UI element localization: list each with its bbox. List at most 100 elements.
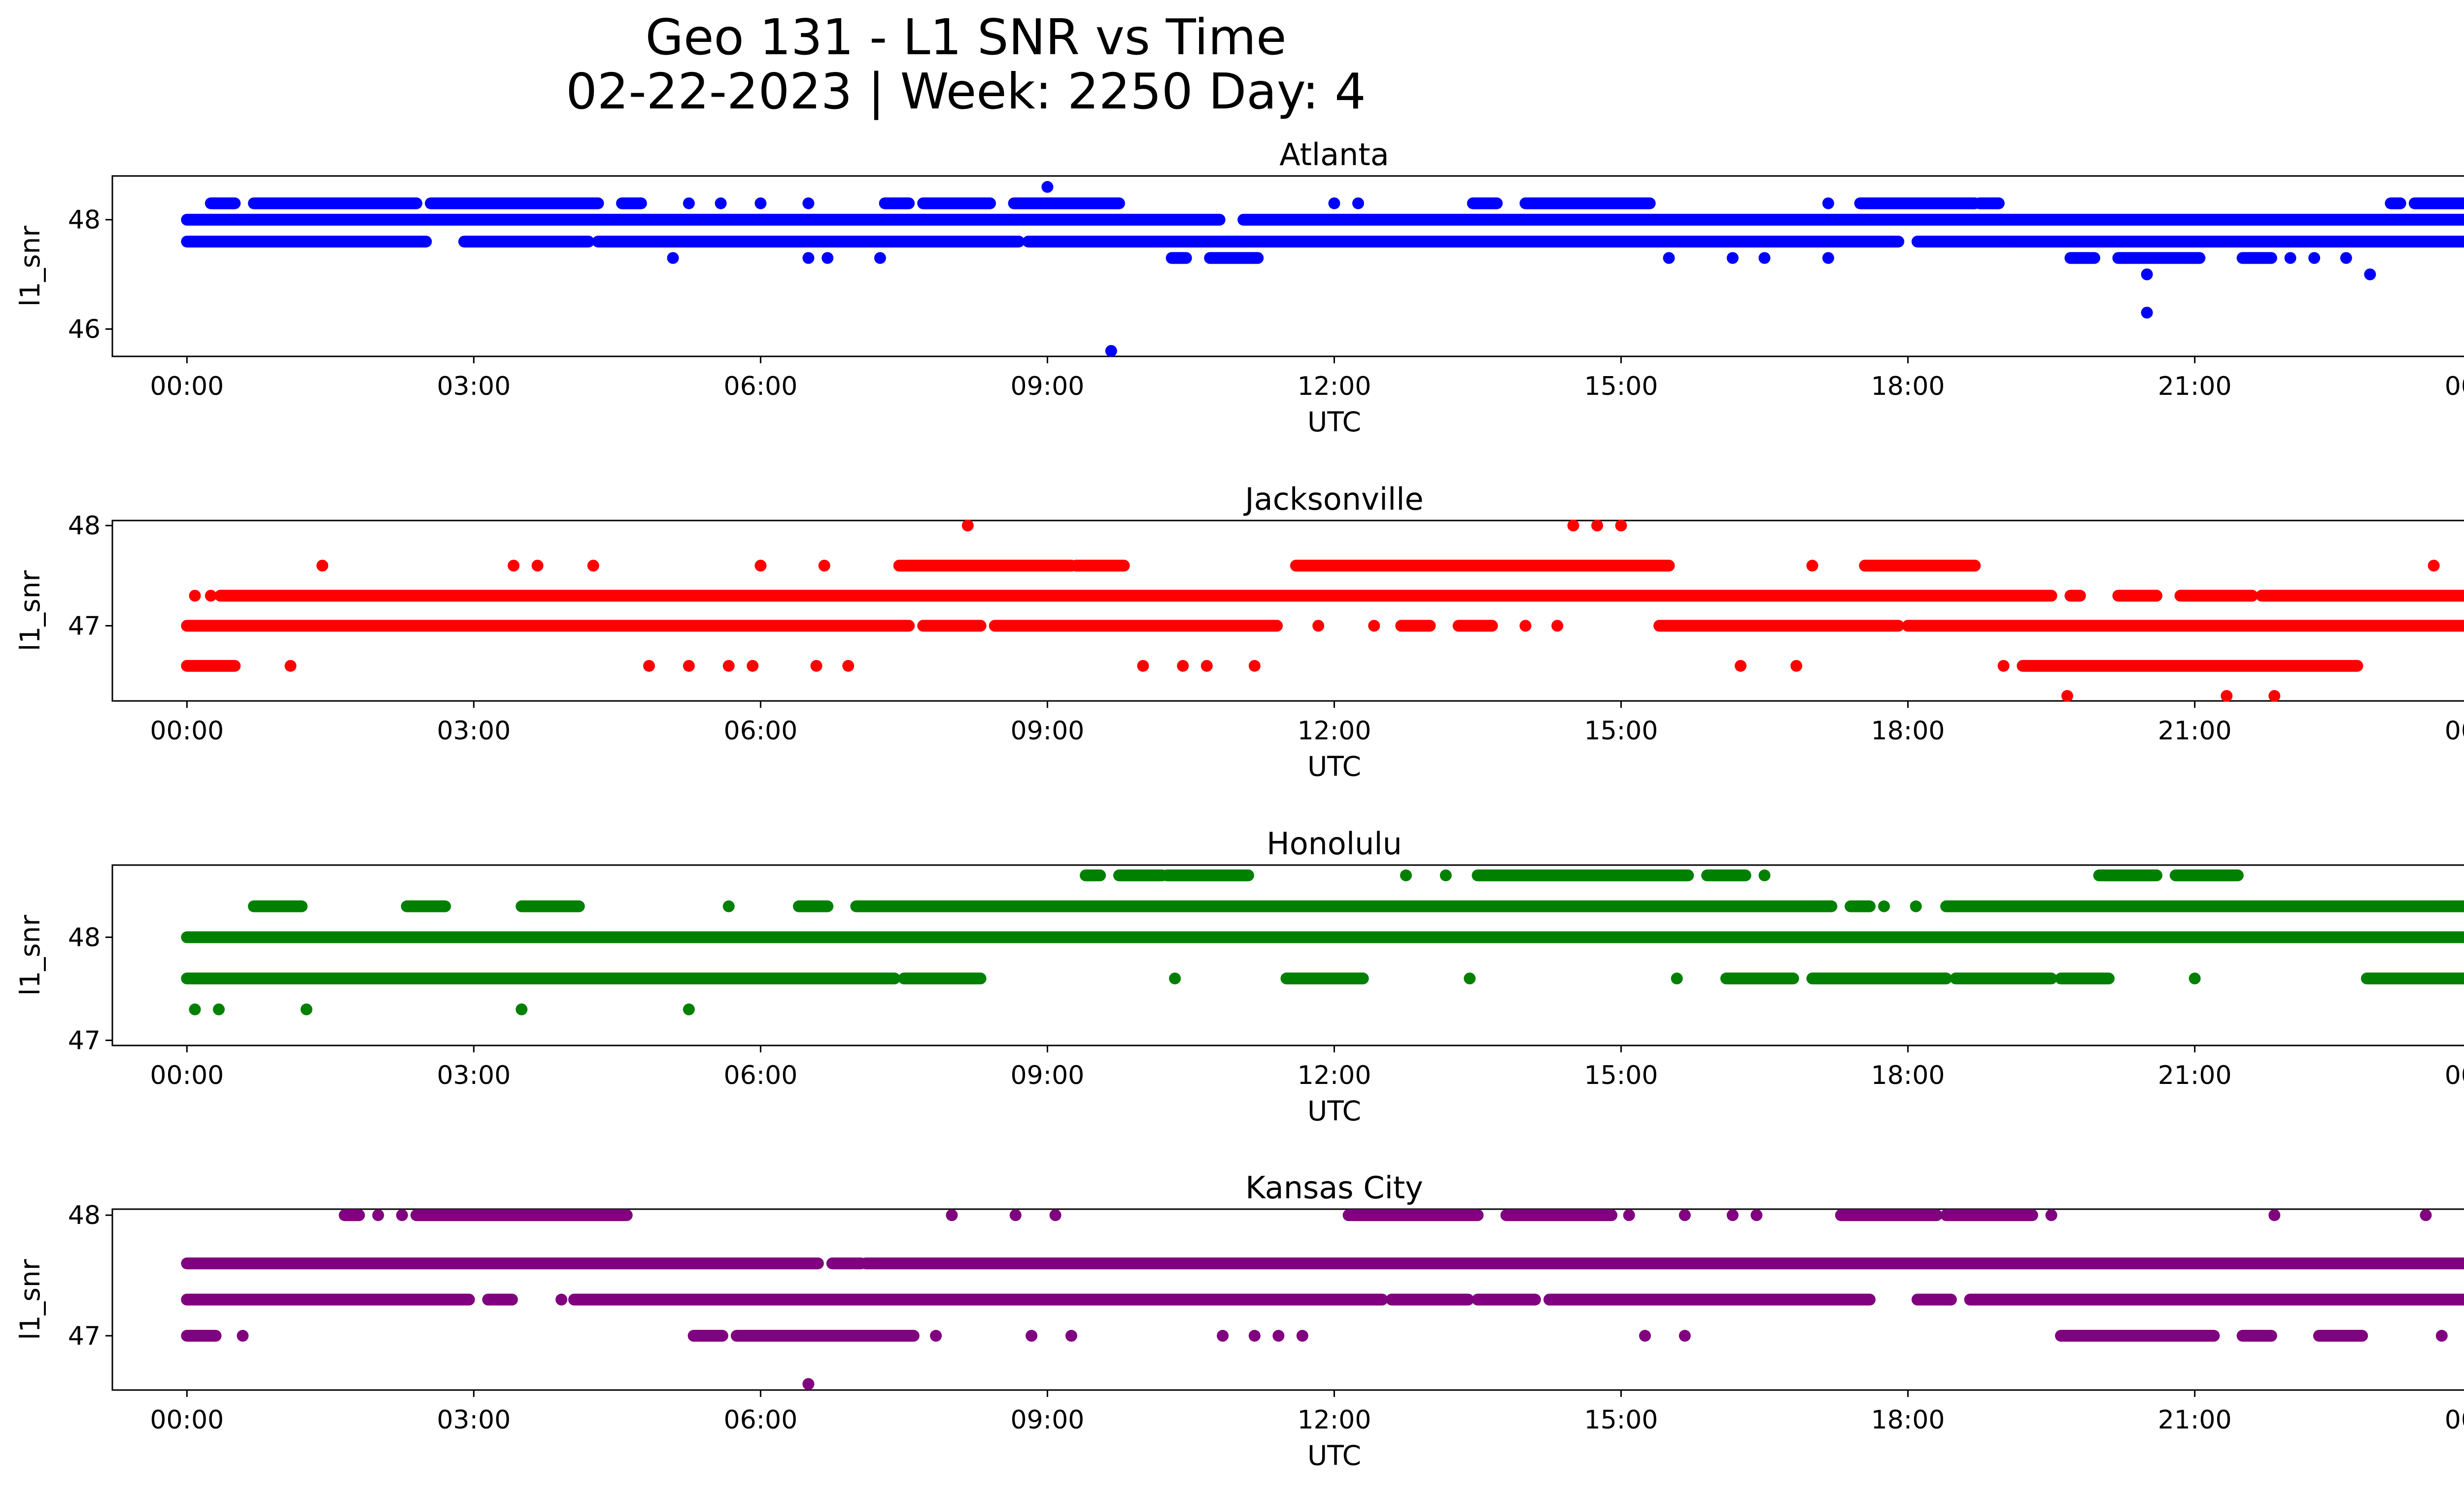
panel-jacksonville: Jacksonville 00:00 03:00 06:00 09:00 12:00 15:…: [14, 481, 2464, 782]
x-tick-label: 03:00: [437, 372, 511, 401]
data-point: [1735, 660, 1747, 672]
data-point: [1726, 252, 1739, 264]
data-point: [1806, 559, 1818, 572]
data-point: [1352, 197, 1365, 209]
x-tick-label: 12:00: [1298, 1405, 1371, 1435]
data-point: [1049, 1209, 1061, 1221]
data-point: [643, 660, 655, 672]
data-point: [1551, 620, 1564, 632]
data-point: [874, 252, 886, 264]
data-point: [1678, 1329, 1691, 1342]
y-axis-label: l1_snr: [14, 226, 46, 307]
data-point: [667, 252, 679, 264]
x-tick-label: 12:00: [1298, 372, 1371, 401]
data-point: [1065, 1329, 1077, 1342]
data-point: [2045, 1209, 2057, 1221]
data-point: [1822, 252, 1834, 264]
data-point: [1910, 900, 1922, 912]
data-point: [1567, 520, 1579, 532]
data-point: [1758, 252, 1771, 264]
data-point: [1368, 620, 1380, 632]
data-point: [1400, 869, 1412, 881]
data-point: [2061, 690, 2073, 702]
panel-kansas-city: Kansas City 00:00 03:00 06:00 09:00 12:00 15:0…: [14, 1170, 2464, 1471]
data-point: [1439, 869, 1452, 881]
data-point: [1678, 1209, 1691, 1221]
data-point: [205, 590, 217, 602]
data-point: [2268, 690, 2281, 702]
x-tick-label: 06:00: [723, 716, 797, 746]
data-point: [683, 197, 695, 209]
x-tick-label: 03:00: [437, 1061, 511, 1090]
x-tick-label: 00:00: [150, 716, 224, 746]
data-point: [1790, 660, 1803, 672]
data-point: [1615, 520, 1627, 532]
x-axis-label: UTC: [1307, 1095, 1361, 1127]
data-point: [961, 520, 974, 532]
data-point: [1671, 973, 1683, 985]
figure-title-line-2: 02-22-2023 | Week: 2250 Day: 4: [566, 63, 1366, 120]
x-tick-label: 00:00: [2445, 1061, 2464, 1090]
data-point: [508, 559, 520, 572]
data-point: [1519, 620, 1532, 632]
data-point: [316, 559, 329, 572]
data-point: [1009, 1209, 1022, 1221]
panel-honolulu: Honolulu 00:00 03:00 06:00 09:00 12:00 15:00 18…: [14, 826, 2464, 1127]
x-tick-label: 18:00: [1871, 716, 1945, 746]
data-point: [2340, 252, 2352, 264]
x-tick-label: 00:00: [2445, 372, 2464, 401]
y-tick-label: 48: [68, 1201, 101, 1230]
data-point: [1026, 1329, 1038, 1342]
data-point: [1272, 1329, 1285, 1342]
data-point: [1248, 660, 1261, 672]
x-tick-label: 15:00: [1584, 716, 1658, 746]
y-tick-label: 48: [68, 923, 101, 952]
x-tick-label: 21:00: [2158, 1061, 2232, 1090]
data-point: [715, 197, 727, 209]
x-tick-label: 12:00: [1298, 1061, 1371, 1090]
y-tick-label: 46: [68, 315, 101, 345]
x-tick-label: 00:00: [150, 1061, 224, 1090]
x-tick-label: 21:00: [2158, 716, 2232, 746]
panel-atlanta: Atlanta 00:00 03:00 06:00 09:00 12:00 15:00 18:…: [14, 137, 2464, 438]
data-point: [515, 1003, 528, 1015]
data-point: [1105, 345, 1117, 357]
x-tick-label: 15:00: [1584, 1061, 1658, 1090]
data-point: [189, 1003, 201, 1015]
panel-title: Jacksonville: [1243, 481, 1423, 517]
data-point: [2420, 1209, 2432, 1221]
x-tick-label: 06:00: [723, 1405, 797, 1435]
data-point: [189, 590, 201, 602]
data-point: [1663, 252, 1675, 264]
data-point: [802, 252, 815, 264]
x-tick-label: 00:00: [2445, 1405, 2464, 1435]
data-point: [821, 252, 834, 264]
data-point: [1217, 1329, 1229, 1342]
data-point: [754, 559, 767, 572]
x-axis-label: UTC: [1307, 1440, 1361, 1471]
data-point: [1328, 197, 1340, 209]
x-tick-label: 00:00: [2445, 716, 2464, 746]
data-point: [802, 197, 815, 209]
data-point: [1623, 1209, 1635, 1221]
data-point: [1169, 973, 1181, 985]
x-tick-label: 18:00: [1871, 1405, 1945, 1435]
x-tick-label: 03:00: [437, 716, 511, 746]
x-tick-label: 21:00: [2158, 1405, 2232, 1435]
data-point: [2284, 252, 2296, 264]
y-tick-label: 48: [68, 206, 101, 235]
x-axis-label: UTC: [1307, 406, 1361, 438]
y-tick-label: 47: [68, 612, 101, 641]
panel-title: Honolulu: [1266, 826, 1402, 862]
x-tick-label: 03:00: [437, 1405, 511, 1435]
data-point: [213, 1003, 225, 1015]
x-tick-label: 09:00: [1011, 372, 1085, 401]
data-point: [531, 559, 544, 572]
data-point: [1591, 520, 1604, 532]
panel-title: Kansas City: [1245, 1170, 1423, 1206]
data-point: [930, 1329, 942, 1342]
x-tick-label: 15:00: [1584, 372, 1658, 401]
x-tick-label: 09:00: [1011, 716, 1085, 746]
data-point: [1248, 1329, 1261, 1342]
